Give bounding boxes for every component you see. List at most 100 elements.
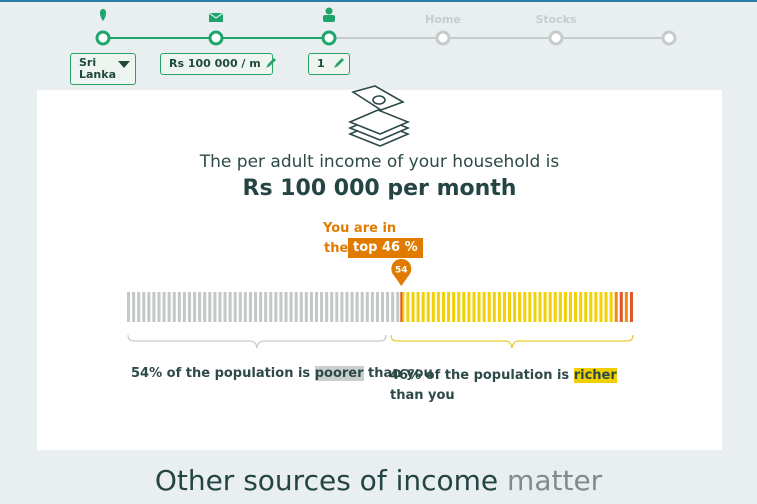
stripe <box>350 292 354 322</box>
stripe <box>172 292 176 322</box>
stripe <box>375 292 379 322</box>
stripe <box>360 292 364 322</box>
income-label: Rs 100 000 / m <box>169 57 261 70</box>
stripe <box>238 292 242 322</box>
rank-line1: You are in <box>323 221 397 236</box>
stripe <box>198 292 202 322</box>
stripe <box>152 292 156 322</box>
step-label: Stocks <box>535 13 577 26</box>
stripe <box>162 292 166 322</box>
stripe <box>441 292 446 322</box>
edit-icon <box>265 58 276 68</box>
income-button[interactable]: Rs 100 000 / m <box>160 53 276 75</box>
stripe <box>457 292 461 322</box>
marker-pin <box>391 258 412 286</box>
stripe <box>426 292 430 322</box>
stripe <box>436 292 440 322</box>
stripe <box>579 292 583 322</box>
intro-text: The per adult income of your household i… <box>199 152 560 172</box>
stripe <box>421 292 425 322</box>
stripe <box>381 292 385 322</box>
stripe <box>320 292 324 322</box>
stripe <box>553 292 557 322</box>
adults-label: 1 <box>317 57 325 70</box>
stripe <box>533 292 537 322</box>
result-card <box>37 90 722 450</box>
stripe <box>482 292 486 322</box>
stripe <box>406 292 410 322</box>
stripe <box>289 292 293 322</box>
stripe <box>563 292 567 322</box>
stripe <box>629 292 633 322</box>
step[interactable] <box>208 30 224 46</box>
rank-badge: top 46 % <box>348 238 423 258</box>
left-caption: 54% of the population is poorer than you <box>131 366 433 381</box>
income-amount: Rs 100 000 per month <box>242 176 517 201</box>
stripe <box>370 292 374 322</box>
caption-suffix: than you <box>368 366 433 381</box>
stripe <box>248 292 252 322</box>
country-select[interactable]: Sri Lanka <box>70 53 136 85</box>
stripe <box>264 292 268 322</box>
adults-button[interactable]: 1 <box>308 53 350 75</box>
stripe <box>518 292 522 322</box>
location-icon <box>100 9 106 21</box>
stripe <box>594 292 598 322</box>
stripe <box>462 292 466 322</box>
stripe <box>259 292 263 322</box>
stripe <box>340 292 344 322</box>
stripe <box>558 292 562 322</box>
stripe <box>269 292 273 322</box>
caption-suffix: than you <box>390 388 455 403</box>
stripe <box>487 292 491 322</box>
stripe <box>203 292 207 322</box>
stripe <box>335 292 339 322</box>
stripe <box>548 292 552 322</box>
step[interactable] <box>661 30 677 46</box>
caption-text: 46% of the population is <box>390 368 570 383</box>
step[interactable] <box>95 30 111 46</box>
stripe <box>614 292 618 322</box>
step[interactable] <box>435 30 451 46</box>
right-caption: 46% of the population is richer than you <box>390 366 622 406</box>
stripe <box>127 292 131 322</box>
stripe <box>299 292 303 322</box>
stripe <box>492 292 496 322</box>
stripe <box>508 292 512 322</box>
stripe <box>584 292 588 322</box>
stripe <box>477 292 481 322</box>
stripe <box>187 292 192 322</box>
stripe <box>543 292 547 322</box>
stripe <box>431 292 435 322</box>
stripe <box>279 292 283 322</box>
distribution-bar: 54 <box>127 258 634 349</box>
stripe <box>609 292 613 322</box>
stripe <box>330 292 334 322</box>
stripe <box>568 292 573 322</box>
stripe <box>228 292 232 322</box>
stripe <box>309 292 313 322</box>
stripe <box>218 292 222 322</box>
stripe <box>391 292 395 322</box>
money-icon <box>347 85 411 147</box>
steps <box>95 30 677 46</box>
stripe <box>411 292 415 322</box>
stripe <box>147 292 151 322</box>
stripe <box>177 292 181 322</box>
stripe <box>284 292 288 322</box>
stripe <box>604 292 608 322</box>
stripe <box>274 292 278 322</box>
step[interactable] <box>548 30 564 46</box>
dropdown-arrow <box>118 61 130 68</box>
stripe <box>193 292 197 322</box>
stripe <box>497 292 501 322</box>
caption-highlight: poorer <box>314 366 364 381</box>
stripe <box>452 292 456 322</box>
stripe <box>233 292 237 322</box>
stripe <box>401 292 405 322</box>
step[interactable] <box>321 30 337 46</box>
stepper: Home Stocks <box>0 0 757 46</box>
heading-muted: matter <box>507 464 603 497</box>
heading-main: Other sources of income <box>154 464 499 497</box>
